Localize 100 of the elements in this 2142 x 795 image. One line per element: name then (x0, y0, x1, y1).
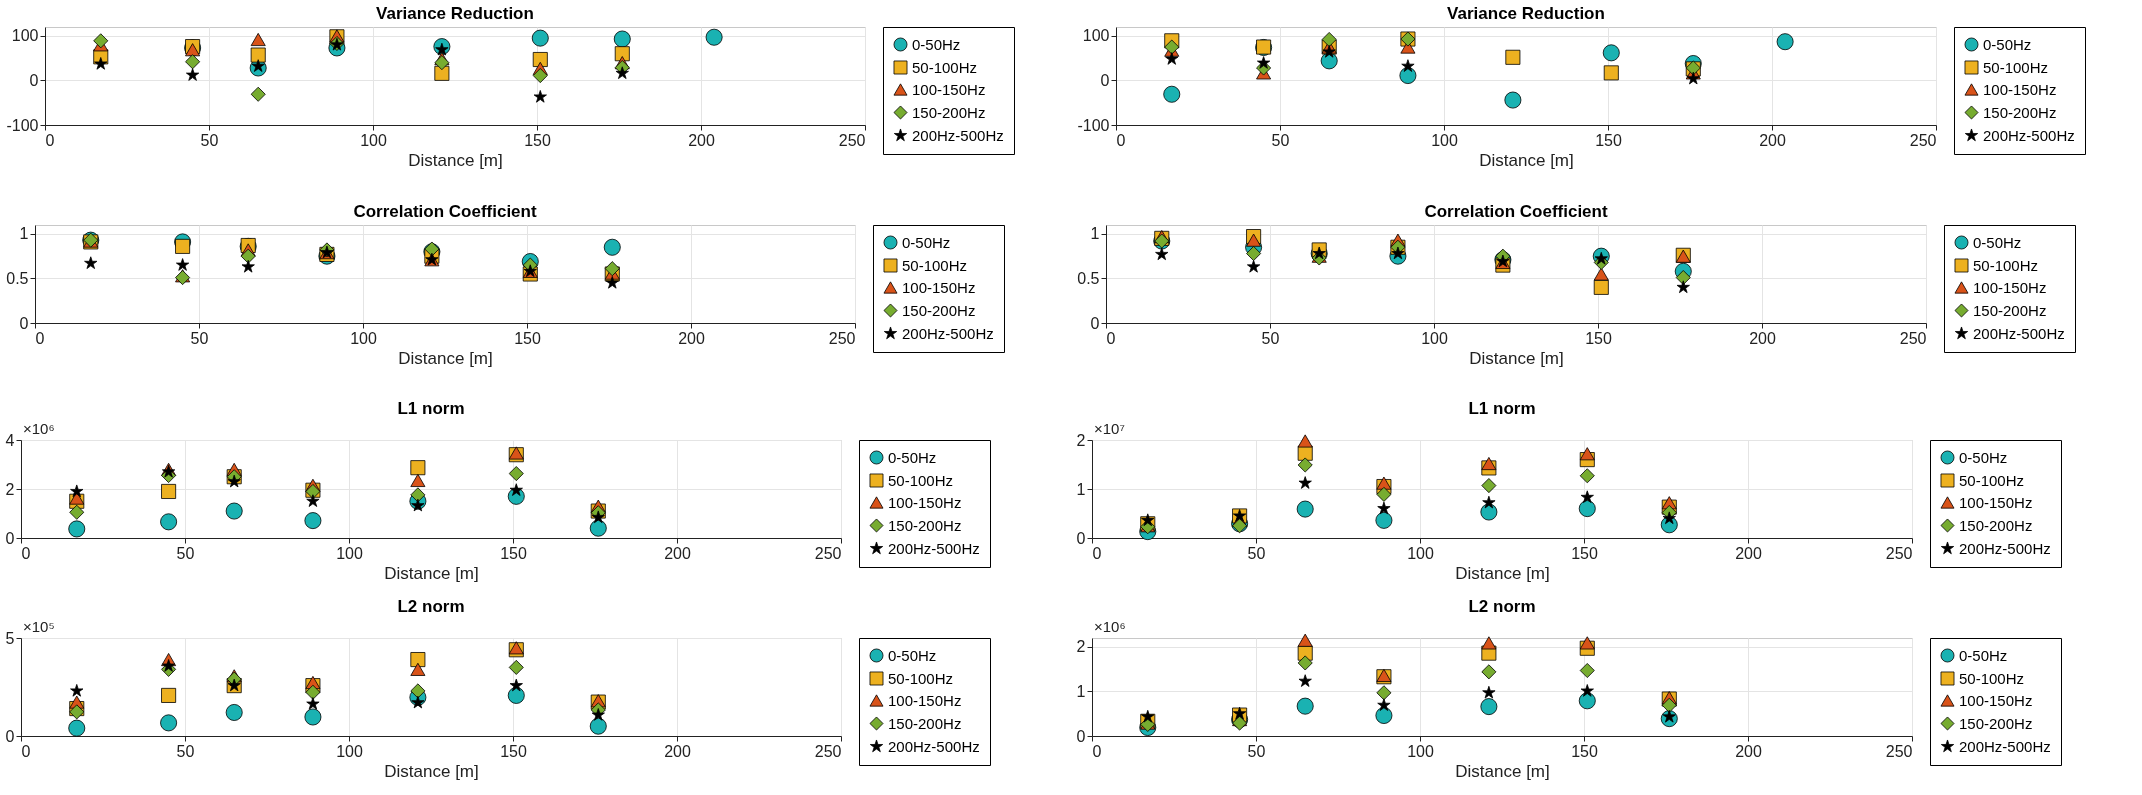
legend-label: 150-200Hz (902, 301, 976, 319)
x-axis-title: Distance [m] (398, 348, 493, 368)
x-tick-label: 200 (1759, 131, 1786, 149)
legend-label: 50-100Hz (1983, 58, 2049, 76)
legend-label: 200Hz-500Hz (888, 737, 980, 755)
chart-title: L1 norm (1468, 399, 1536, 418)
text: ×10⁷ (1094, 420, 1125, 437)
legend-label: 50-100Hz (888, 669, 954, 687)
legend-label: 100-150Hz (902, 278, 976, 296)
legend-label: 200Hz-500Hz (902, 324, 994, 342)
legend-label: 50-100Hz (888, 471, 954, 489)
x-axis-title: Distance [m] (1455, 563, 1550, 583)
y-tick-label: 0 (5, 727, 15, 745)
text: ×10⁵ (23, 618, 55, 635)
legend-label: 150-200Hz (1973, 301, 2047, 319)
x-tick-label: 50 (200, 131, 219, 149)
x-axis-title: Distance [m] (1469, 348, 1564, 368)
x-tick-label: 100 (1421, 329, 1448, 347)
y-tick-label: 2 (5, 480, 15, 498)
legend-label: 200Hz-500Hz (888, 539, 980, 557)
y-tick-label: 100 (11, 27, 39, 45)
x-tick-label: 150 (524, 131, 551, 149)
legend-label: 200Hz-500Hz (1959, 539, 2051, 557)
x-tick-label: 250 (1899, 329, 1927, 347)
legend-label: 200Hz-500Hz (912, 126, 1004, 144)
x-tick-label: 250 (828, 329, 856, 347)
legend-label: 100-150Hz (1983, 80, 2057, 98)
x-tick-label: 150 (514, 329, 541, 347)
legend-label: 100-150Hz (1973, 278, 2047, 296)
x-tick-label: 50 (190, 329, 209, 347)
x-tick-label: 200 (1735, 742, 1762, 760)
x-tick-label: 250 (1885, 544, 1913, 562)
legend-label: 0-50Hz (902, 233, 951, 251)
legend-label: 0-50Hz (1983, 35, 2032, 53)
x-tick-label: 250 (814, 742, 842, 760)
chart-title: L2 norm (397, 597, 465, 616)
y-tick-label: 1 (1076, 682, 1086, 700)
y-tick-label: 0 (1100, 71, 1110, 89)
legend-label: 50-100Hz (1959, 669, 2025, 687)
x-tick-label: 0 (45, 131, 55, 149)
x-axis-title: Distance [m] (408, 150, 503, 170)
x-tick-label: 250 (1909, 131, 1937, 149)
legend-label: 100-150Hz (912, 80, 986, 98)
y-tick-label: 0 (29, 71, 39, 89)
y-tick-label: 0 (19, 314, 29, 332)
legend-label: 100-150Hz (1959, 691, 2033, 709)
y-tick-label: 0 (1076, 529, 1086, 547)
legend-label: 150-200Hz (1983, 103, 2057, 121)
x-tick-label: 150 (500, 544, 527, 562)
x-tick-label: 200 (688, 131, 715, 149)
y-tick-label: 1 (1076, 480, 1086, 498)
y-tick-label: 0.5 (1077, 269, 1100, 287)
x-tick-label: 100 (1407, 742, 1434, 760)
chart-title: L2 norm (1468, 597, 1536, 616)
legend-label: 150-200Hz (1959, 516, 2033, 534)
chart-title: Variance Reduction (1447, 3, 1605, 23)
x-tick-label: 50 (1271, 131, 1290, 149)
y-tick-label: 5 (5, 629, 15, 647)
y-tick-label: 2 (1076, 638, 1086, 656)
y-tick-label: 0 (5, 529, 15, 547)
x-tick-label: 200 (1749, 329, 1776, 347)
x-tick-label: 100 (1431, 131, 1458, 149)
text: ×10⁶ (23, 420, 55, 437)
chart-title: Correlation Coefficient (1424, 201, 1608, 221)
y-tick-label: 1 (19, 225, 29, 243)
legend-label: 150-200Hz (888, 516, 962, 534)
y-tick-label: 1 (1090, 225, 1100, 243)
legend-label: 200Hz-500Hz (1973, 324, 2065, 342)
x-tick-label: 150 (1571, 742, 1598, 760)
y-tick-label: 0 (1090, 314, 1100, 332)
chart-title: Variance Reduction (376, 3, 534, 23)
y-tick-label: 0 (1076, 727, 1086, 745)
x-tick-label: 200 (1735, 544, 1762, 562)
x-tick-label: 150 (500, 742, 527, 760)
x-tick-label: 250 (1885, 742, 1913, 760)
x-tick-label: 100 (360, 131, 387, 149)
legend-label: 100-150Hz (1959, 493, 2033, 511)
x-axis-title: Distance [m] (1479, 150, 1574, 170)
x-axis-title: Distance [m] (384, 563, 479, 583)
chart-title: Correlation Coefficient (353, 201, 537, 221)
legend-label: 0-50Hz (1959, 646, 2008, 664)
x-tick-label: 50 (1261, 329, 1280, 347)
x-tick-label: 0 (1116, 131, 1126, 149)
legend-label: 0-50Hz (1973, 233, 2022, 251)
legend-label: 50-100Hz (1959, 471, 2025, 489)
x-tick-label: 150 (1585, 329, 1612, 347)
x-tick-label: 250 (814, 544, 842, 562)
legend-label: 50-100Hz (902, 256, 968, 274)
x-tick-label: 200 (664, 544, 691, 562)
x-tick-label: 50 (1247, 544, 1266, 562)
x-tick-label: 100 (336, 742, 363, 760)
legend-label: 100-150Hz (888, 493, 962, 511)
x-axis-title: Distance [m] (1455, 761, 1550, 781)
x-tick-label: 50 (176, 742, 195, 760)
x-tick-label: 100 (1407, 544, 1434, 562)
legend-label: 200Hz-500Hz (1983, 126, 2075, 144)
chart-title: L1 norm (397, 399, 465, 418)
x-tick-label: 150 (1571, 544, 1598, 562)
x-tick-label: 100 (350, 329, 377, 347)
legend-label: 0-50Hz (888, 448, 937, 466)
